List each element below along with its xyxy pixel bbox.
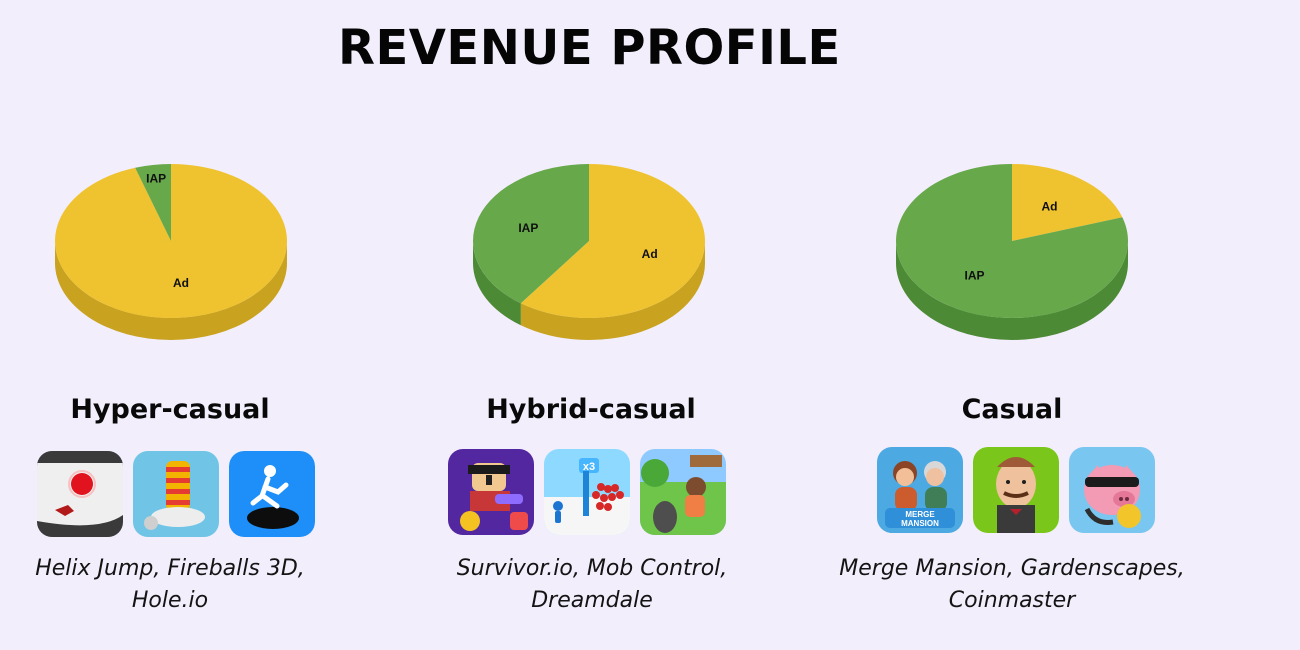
hybrid-casual-caption-line-1: Survivor.io, Mob Control, [456, 556, 728, 581]
ad-slice [520, 164, 705, 318]
iap-slice-label: IAP [146, 172, 166, 186]
ad-slice-label: Ad [1042, 200, 1058, 214]
panel-title-hybrid-casual: Hybrid-casual [486, 394, 696, 425]
coinmaster-icon[interactable] [1069, 447, 1155, 533]
hyper-casual-icon-row [37, 451, 315, 537]
iap-slice-label: IAP [518, 221, 538, 235]
hyper-casual-pie-chart: Ad IAP [55, 164, 287, 340]
iap-slice-label: IAP [964, 268, 984, 282]
iap-slice-side [473, 241, 521, 326]
ad-slice-side [55, 241, 287, 340]
hybrid-casual-caption-line-2: Dreamdale [531, 587, 653, 613]
svg-text:MERGE: MERGE [905, 510, 935, 519]
hybrid-casual-pie-chart: Ad IAP [473, 164, 705, 340]
iap-slice [473, 164, 589, 304]
helix-jump-icon[interactable] [37, 451, 123, 537]
iap-slice [896, 164, 1128, 318]
hyper-casual-caption: Helix Jump, Fireballs 3D, Hole.io [0, 553, 360, 617]
ad-slice-side [520, 241, 705, 340]
fireballs-3d-icon[interactable] [133, 451, 219, 537]
hyper-casual-caption-line-1: Helix Jump, Fireballs 3D, [35, 556, 305, 581]
hyper-casual-caption-line-2: Hole.io [131, 587, 209, 613]
casual-caption: Merge Mansion, Gardenscapes, Coinmaster [822, 553, 1202, 617]
page-title: REVENUE PROFILE [338, 20, 841, 76]
casual-caption-line-2: Coinmaster [948, 587, 1076, 613]
svg-text:x3: x3 [583, 461, 595, 473]
ad-slice [1012, 164, 1123, 241]
survivor-io-icon[interactable] [448, 449, 534, 535]
hole-io-icon[interactable] [229, 451, 315, 537]
ad-slice-label: Ad [642, 247, 658, 261]
merge-mansion-icon[interactable]: MERGE MANSION [877, 447, 963, 533]
iap-slice [135, 164, 171, 241]
svg-text:MANSION: MANSION [901, 519, 939, 528]
hybrid-casual-icon-row: x3 [448, 449, 726, 535]
gardenscapes-icon[interactable] [973, 447, 1059, 533]
panel-title-casual: Casual [961, 394, 1063, 425]
panel-title-hyper-casual: Hyper-casual [70, 394, 270, 425]
casual-icon-row: MERGE MANSION [877, 447, 1155, 533]
iap-slice-side [896, 241, 1128, 340]
casual-pie-chart: Ad IAP [896, 164, 1128, 340]
hybrid-casual-caption: Survivor.io, Mob Control, Dreamdale [402, 553, 782, 617]
dreamdale-icon[interactable] [640, 449, 726, 535]
casual-caption-line-1: Merge Mansion, Gardenscapes, [839, 556, 1185, 581]
ad-slice-label: Ad [173, 276, 189, 290]
mob-control-icon[interactable]: x3 [544, 449, 630, 535]
